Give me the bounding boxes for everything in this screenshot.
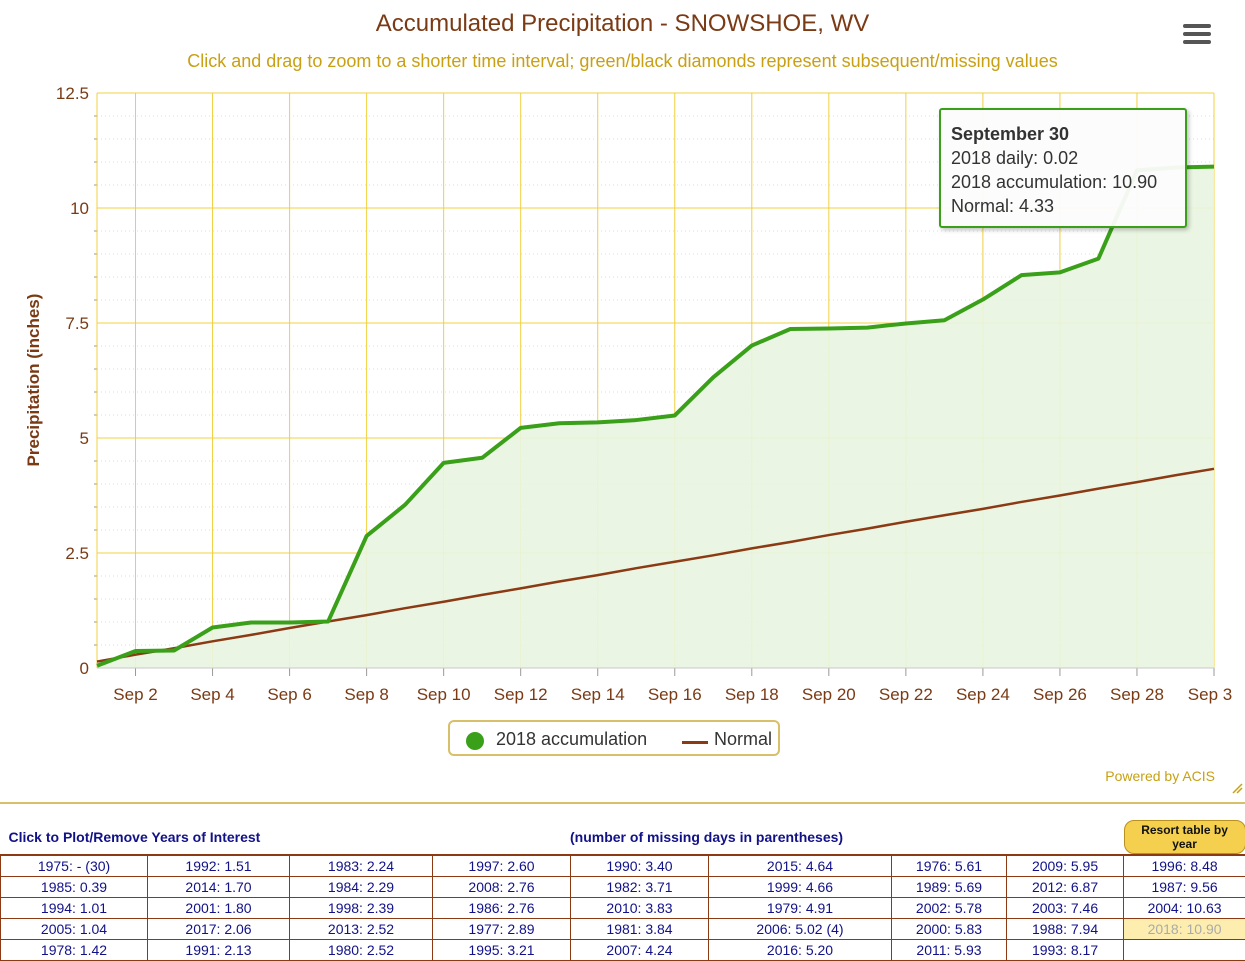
powered-by-link[interactable]: Powered by ACIS [1105, 768, 1215, 784]
year-cell[interactable]: 2004: 10.63 [1124, 898, 1245, 919]
year-cell[interactable]: 1979: 4.91 [709, 898, 892, 919]
year-cell[interactable]: 1989: 5.69 [892, 877, 1007, 898]
tooltip-date: September 30 [951, 122, 1175, 146]
x-tick-label: Sep 12 [494, 685, 548, 704]
year-cell[interactable]: 1988: 7.94 [1007, 919, 1124, 940]
empty-cell [1124, 940, 1245, 961]
y-tick-label: 7.5 [65, 314, 89, 333]
year-cell[interactable]: 1982: 3.71 [571, 877, 709, 898]
years-table: Click to Plot/Remove Years of Interest (… [0, 820, 1245, 961]
x-tick-label: Sep 3 [1188, 685, 1232, 704]
year-cell[interactable]: 1981: 3.84 [571, 919, 709, 940]
y-tick-label: 10 [70, 199, 89, 218]
year-cell[interactable]: 1976: 5.61 [892, 855, 1007, 877]
year-cell[interactable]: 1997: 2.60 [433, 855, 571, 877]
x-tick-label: Sep 8 [344, 685, 388, 704]
x-tick-label: Sep 28 [1110, 685, 1164, 704]
y-tick-label: 2.5 [65, 544, 89, 563]
resort-button[interactable]: Resort table by year [1124, 820, 1245, 854]
y-tick-label: 0 [80, 659, 89, 678]
legend-item-normal[interactable]: Normal [714, 729, 772, 750]
year-cell[interactable]: 1978: 1.42 [1, 940, 148, 961]
x-tick-label: Sep 24 [956, 685, 1010, 704]
year-cell[interactable]: 2005: 1.04 [1, 919, 148, 940]
x-tick-label: Sep 18 [725, 685, 779, 704]
tooltip-normal: Normal: 4.33 [951, 194, 1175, 218]
x-tick-label: Sep 14 [571, 685, 625, 704]
year-cell[interactable]: 2003: 7.46 [1007, 898, 1124, 919]
year-cell[interactable]: 2009: 5.95 [1007, 855, 1124, 877]
x-tick-label: Sep 2 [113, 685, 157, 704]
chart-area[interactable]: Accumulated Precipitation - SNOWSHOE, WV… [0, 0, 1245, 800]
year-cell[interactable]: 2006: 5.02 (4) [709, 919, 892, 940]
x-tick-label: Sep 22 [879, 685, 933, 704]
year-cell[interactable]: 1980: 2.52 [290, 940, 433, 961]
year-cell[interactable]: 2000: 5.83 [892, 919, 1007, 940]
year-cell[interactable]: 2016: 5.20 [709, 940, 892, 961]
year-cell[interactable]: 2015: 4.64 [709, 855, 892, 877]
year-cell[interactable]: 1991: 2.13 [148, 940, 290, 961]
year-cell[interactable]: 2007: 4.24 [571, 940, 709, 961]
tooltip: September 30 2018 daily: 0.02 2018 accum… [939, 108, 1187, 228]
resort-cell: Resort table by year [1124, 820, 1245, 855]
year-cell[interactable]: 2013: 2.52 [290, 919, 433, 940]
table-center-header: (number of missing days in parentheses) [290, 820, 1124, 855]
year-cell[interactable]: 1999: 4.66 [709, 877, 892, 898]
year-cell[interactable]: 1977: 2.89 [433, 919, 571, 940]
resize-handle-icon[interactable] [1231, 782, 1243, 794]
year-cell[interactable]: 1983: 2.24 [290, 855, 433, 877]
year-cell[interactable]: 2011: 5.93 [892, 940, 1007, 961]
y-tick-label: 5 [80, 429, 89, 448]
legend-normal-line-icon[interactable] [682, 741, 708, 744]
year-cell[interactable]: 1996: 8.48 [1124, 855, 1245, 877]
legend: 2018 accumulation Normal [448, 720, 780, 756]
year-cell[interactable]: 1986: 2.76 [433, 898, 571, 919]
year-cell[interactable]: 2018: 10.90 [1124, 919, 1245, 940]
year-cell[interactable]: 1992: 1.51 [148, 855, 290, 877]
x-tick-label: Sep 16 [648, 685, 702, 704]
year-cell[interactable]: 1984: 2.29 [290, 877, 433, 898]
year-cell[interactable]: 2010: 3.83 [571, 898, 709, 919]
year-cell[interactable]: 2002: 5.78 [892, 898, 1007, 919]
year-cell[interactable]: 2001: 1.80 [148, 898, 290, 919]
divider [0, 802, 1245, 804]
year-cell[interactable]: 1985: 0.39 [1, 877, 148, 898]
year-cell[interactable]: 2017: 2.06 [148, 919, 290, 940]
year-cell[interactable]: 1994: 1.01 [1, 898, 148, 919]
x-tick-label: Sep 20 [802, 685, 856, 704]
tooltip-accum: 2018 accumulation: 10.90 [951, 170, 1175, 194]
year-cell[interactable]: 1995: 3.21 [433, 940, 571, 961]
year-cell[interactable]: 1998: 2.39 [290, 898, 433, 919]
year-cell[interactable]: 1975: - (30) [1, 855, 148, 877]
legend-item-accum[interactable]: 2018 accumulation [496, 729, 647, 750]
legend-accum-marker-icon[interactable] [466, 732, 484, 750]
year-cell[interactable]: 2008: 2.76 [433, 877, 571, 898]
year-cell[interactable]: 1990: 3.40 [571, 855, 709, 877]
tooltip-daily: 2018 daily: 0.02 [951, 146, 1175, 170]
year-cell[interactable]: 2014: 1.70 [148, 877, 290, 898]
table-left-header: Click to Plot/Remove Years of Interest [1, 820, 290, 855]
year-cell[interactable]: 2012: 6.87 [1007, 877, 1124, 898]
x-tick-label: Sep 26 [1033, 685, 1087, 704]
year-cell[interactable]: 1993: 8.17 [1007, 940, 1124, 961]
y-tick-label: 12.5 [56, 84, 89, 103]
x-tick-label: Sep 4 [190, 685, 234, 704]
year-cell[interactable]: 1987: 9.56 [1124, 877, 1245, 898]
x-tick-label: Sep 10 [417, 685, 471, 704]
x-tick-label: Sep 6 [267, 685, 311, 704]
